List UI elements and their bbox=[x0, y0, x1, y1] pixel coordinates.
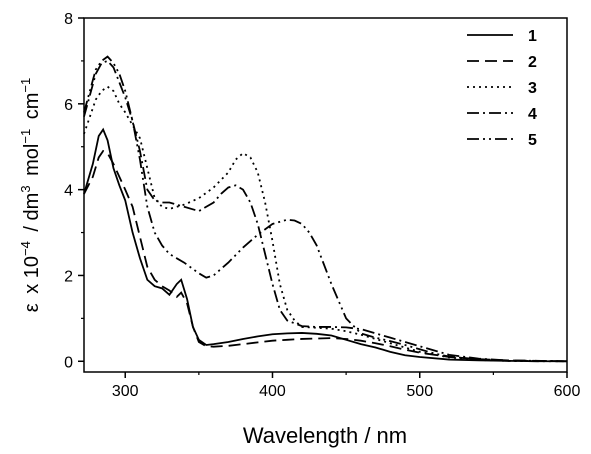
legend-label-2: 2 bbox=[528, 54, 537, 71]
y-axis-title-epsilon: ε bbox=[21, 303, 43, 312]
y-tick-label-0: 0 bbox=[64, 354, 73, 371]
series-line-4 bbox=[83, 59, 568, 363]
x-tick-label-300: 300 bbox=[112, 383, 139, 400]
y-tick-label-2: 2 bbox=[64, 268, 73, 285]
y-tick-label-8: 8 bbox=[64, 11, 73, 28]
legend-label-5: 5 bbox=[528, 132, 537, 149]
y-axis-ticks: 0 2 4 6 8 bbox=[64, 11, 84, 371]
y-axis-title-exp4: −4 bbox=[18, 241, 33, 256]
y-axis-title-exp3: 3 bbox=[18, 185, 33, 192]
y-axis-title: ε x 10−4 / dm3 mol−1 cm−1 bbox=[13, 78, 43, 313]
plot-frame bbox=[83, 17, 568, 373]
y-axis-title-unit-mol: mol bbox=[21, 144, 43, 176]
series-line-3 bbox=[83, 85, 568, 363]
x-tick-label-400: 400 bbox=[259, 383, 286, 400]
y-axis-title-unit-dm: / dm bbox=[21, 193, 43, 232]
legend: 1 2 3 4 5 bbox=[467, 28, 537, 149]
legend-label-3: 3 bbox=[528, 80, 537, 97]
legend-label-1: 1 bbox=[528, 28, 537, 45]
y-axis-title-unit-cm: cm bbox=[21, 93, 43, 120]
y-axis-title-x10: x 10 bbox=[21, 256, 43, 294]
x-axis-title: Wavelength / nm bbox=[243, 423, 407, 448]
series-line-2 bbox=[83, 149, 568, 363]
series-line-5 bbox=[83, 55, 567, 363]
y-tick-label-6: 6 bbox=[64, 97, 73, 114]
legend-label-4: 4 bbox=[528, 106, 537, 123]
series-layer bbox=[83, 55, 568, 363]
series-line-1 bbox=[83, 127, 567, 363]
y-axis-title-exp-m1b: −1 bbox=[18, 78, 33, 93]
x-axis-ticks: 300 400 500 600 bbox=[112, 372, 581, 400]
y-axis-title-exp-m1a: −1 bbox=[18, 129, 33, 144]
y-tick-label-4: 4 bbox=[64, 183, 73, 200]
x-tick-label-500: 500 bbox=[406, 383, 433, 400]
x-tick-label-600: 600 bbox=[554, 383, 581, 400]
